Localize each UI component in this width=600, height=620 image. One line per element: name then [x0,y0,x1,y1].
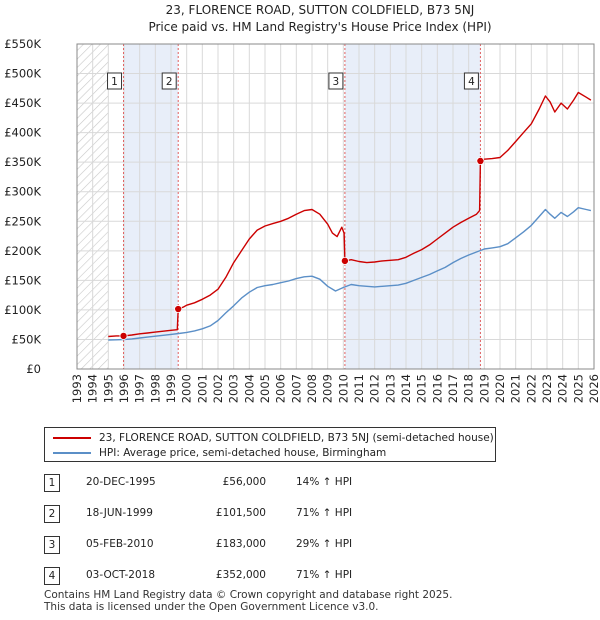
legend-item-property: 23, FLORENCE ROAD, SUTTON COLDFIELD, B73… [53,431,494,445]
x-tick-label: 2014 [399,374,413,403]
sale-row: 2 18-JUN-1999 £101,500 71% ↑ HPI [44,505,564,523]
plot-frame [76,43,595,370]
sale-label-box [107,72,123,90]
x-tick-label: 2010 [336,374,350,403]
sale-date: 20-DEC-1995 [86,476,156,488]
chart-title: 23, FLORENCE ROAD, SUTTON COLDFIELD, B73… [166,3,475,17]
x-tick-label: 2022 [524,374,538,403]
x-tick-label: 1994 [86,374,100,403]
footer-copyright: Contains HM Land Registry data © Crown c… [44,589,453,601]
shaded-span [344,44,481,369]
x-tick-label: 2008 [305,374,319,403]
sale-price: £56,000 [222,476,266,488]
sale-point [174,305,183,314]
sale-label: 1 [111,76,118,88]
x-tick-label: 2017 [446,374,460,403]
x-tick-label: 1995 [101,374,115,403]
sale-hpi-change: 14% ↑ HPI [296,476,353,488]
sale-number-box: 4 [44,567,60,585]
x-tick-label: 2012 [368,374,382,403]
x-tick-label: 1999 [164,374,178,403]
x-tick-label: 2003 [227,374,241,403]
y-tick-label: £450K [4,96,41,110]
x-tick-label: 2000 [180,374,194,403]
x-tick-label: 2016 [430,374,444,403]
y-tick-label: £100K [4,303,41,317]
sale-price: £352,000 [215,569,266,581]
x-tick-label: 1997 [133,374,147,403]
y-tick-label: £300K [4,185,41,199]
y-tick-label: £50K [12,332,42,346]
sale-label: 3 [333,76,340,88]
sale-date: 03-OCT-2018 [86,569,155,581]
sale-label-box [161,72,177,90]
sale-row: 3 05-FEB-2010 £183,000 29% ↑ HPI [44,536,564,554]
x-tick-label: 2001 [195,374,209,403]
legend-label-property: 23, FLORENCE ROAD, SUTTON COLDFIELD, B73… [99,432,494,444]
x-tick-label: 2015 [415,374,429,403]
sale-hpi-change: 71% ↑ HPI [296,569,353,581]
x-tick-label: 2006 [274,374,288,403]
legend-swatch-property [53,437,91,439]
legend-label-hpi: HPI: Average price, semi-detached house,… [99,447,387,459]
x-tick-label: 2007 [289,374,303,403]
sale-label-box [328,72,344,90]
x-tick-label: 2021 [509,374,523,403]
x-tick-label: 2026 [587,374,600,403]
y-tick-label: £200K [4,244,41,258]
x-tick-label: 2019 [477,374,491,403]
legend-swatch-hpi [53,452,91,454]
price-chart: 23, FLORENCE ROAD, SUTTON COLDFIELD, B73… [4,3,600,403]
y-tick-label: £350K [4,155,41,169]
x-tick-label: 1993 [70,374,84,403]
x-tick-label: 2020 [493,374,507,403]
sale-label: 4 [468,76,475,88]
sale-row: 1 20-DEC-1995 £56,000 14% ↑ HPI [44,474,564,492]
y-tick-label: £550K [4,37,41,51]
legend-item-hpi: HPI: Average price, semi-detached house,… [53,446,386,460]
shaded-span [123,44,179,369]
sale-point [340,256,349,265]
chart-subtitle: Price paid vs. HM Land Registry's House … [148,20,491,34]
sale-number-box: 1 [44,474,60,492]
x-tick-label: 2018 [462,374,476,403]
sale-hpi-change: 29% ↑ HPI [296,538,353,550]
series-line-hpi [108,207,592,341]
x-tick-label: 2009 [321,374,335,403]
sale-hpi-change: 71% ↑ HPI [296,507,353,519]
sale-price: £101,500 [215,507,266,519]
sale-point [119,331,128,340]
sale-date: 05-FEB-2010 [86,538,154,550]
sale-number-box: 3 [44,536,60,554]
x-tick-label: 2002 [211,374,225,403]
x-tick-label: 2024 [556,374,570,403]
x-tick-label: 1996 [117,374,131,403]
x-tick-label: 2023 [540,374,554,403]
chart-legend: 23, FLORENCE ROAD, SUTTON COLDFIELD, B73… [44,427,496,462]
sale-price: £183,000 [215,538,266,550]
y-tick-label: £150K [4,273,41,287]
sale-date: 18-JUN-1999 [86,507,153,519]
x-tick-label: 2005 [258,374,272,403]
sale-row: 4 03-OCT-2018 £352,000 71% ↑ HPI [44,567,564,585]
footer: Contains HM Land Registry data © Crown c… [44,589,452,613]
x-tick-label: 2011 [352,374,366,403]
x-tick-label: 2025 [571,374,585,403]
y-tick-label: £250K [4,214,41,228]
x-tick-label: 1998 [148,374,162,403]
sale-point [476,156,485,165]
sale-label: 2 [166,76,173,88]
x-tick-label: 2004 [242,374,256,403]
sale-label-box [463,72,479,90]
y-tick-label: £400K [4,126,41,140]
y-tick-label: £500K [4,67,41,81]
y-tick-label: £0 [26,362,41,376]
sale-number-box: 2 [44,505,60,523]
footer-licence: This data is licensed under the Open Gov… [44,601,379,613]
x-tick-label: 2013 [383,374,397,403]
